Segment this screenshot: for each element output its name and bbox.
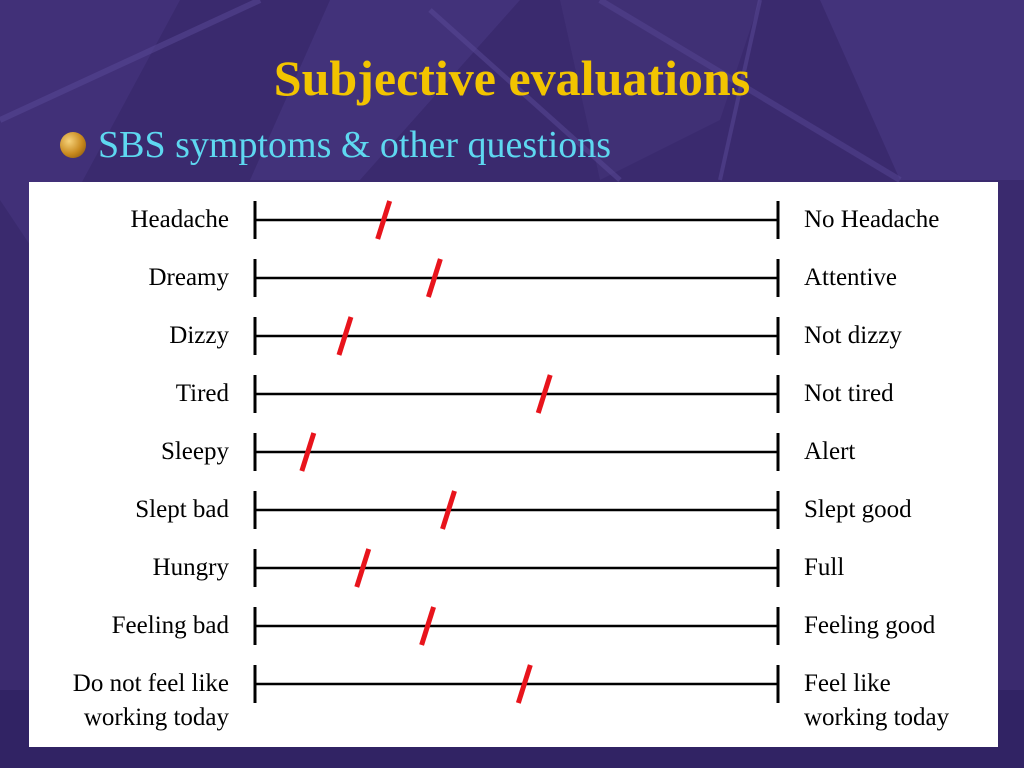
scale-left-label: Headache (130, 206, 229, 233)
rating-marker (515, 664, 533, 704)
scale-row (253, 258, 780, 298)
scale-right-label: Feeling good (804, 612, 936, 639)
rating-marker (354, 548, 372, 588)
bullet-icon (60, 132, 86, 158)
scale-right-label: Attentive (804, 264, 898, 291)
scale-left-label: Dreamy (148, 264, 229, 291)
bullet-item: SBS symptoms & other questions (60, 123, 611, 167)
rating-marker (440, 490, 457, 530)
rating-scales-svg (253, 200, 780, 704)
scale-row (253, 374, 780, 414)
slide-title: Subjective evaluations (273, 50, 751, 106)
scale-left-label: Sleepy (160, 438, 229, 465)
scale-left-label: Dizzy (169, 322, 229, 349)
rating-marker (336, 316, 354, 356)
scale-right-label: Full (804, 554, 845, 581)
scale-right-label: Not dizzy (804, 322, 902, 349)
scale-left-label: Do not feel like working today (72, 670, 229, 731)
rating-marker (426, 258, 443, 298)
bullet-text: SBS symptoms & other questions (98, 124, 612, 166)
scale-right-label: Feel like working today (804, 670, 950, 731)
scale-right-label: Alert (804, 438, 856, 465)
rating-marker (419, 606, 436, 646)
rating-marker (375, 200, 393, 240)
scale-row (253, 548, 780, 588)
rating-marker (535, 374, 553, 414)
scale-left-label: Feeling bad (111, 612, 229, 639)
scale-left-label: Slept bad (135, 496, 229, 523)
scale-right-label: Slept good (804, 496, 912, 523)
scale-row (253, 664, 780, 704)
scale-left-label: Hungry (152, 554, 229, 581)
scale-row (253, 490, 780, 530)
scale-row (253, 432, 780, 472)
scale-left-label: Tired (175, 380, 229, 407)
scale-right-label: Not tired (804, 380, 894, 407)
scale-row (253, 316, 780, 356)
scale-row (253, 606, 780, 646)
rating-marker (299, 432, 317, 472)
scale-row (253, 200, 780, 240)
rating-scales-panel: Headache No Headache Dreamy Attentive Dizzy N… (29, 182, 998, 747)
scale-right-label: No Headache (804, 206, 940, 233)
